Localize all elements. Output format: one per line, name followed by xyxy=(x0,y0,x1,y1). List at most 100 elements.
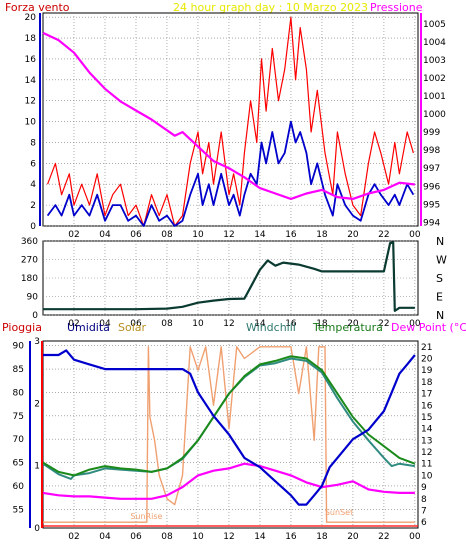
label-rain: Pioggia xyxy=(2,321,42,334)
y-right-tick-label: 21 xyxy=(421,343,432,353)
y-right-tick-label: 13 xyxy=(421,436,432,446)
solar-series-line xyxy=(43,346,415,523)
wind-series-line xyxy=(47,16,414,227)
x-tick-label: 22 xyxy=(378,532,389,542)
x-tick-label: 16 xyxy=(285,532,297,542)
y-left-tick-label: 70 xyxy=(13,435,25,445)
x-tick-label: 20 xyxy=(347,532,359,542)
y-left-tick-label: 6 xyxy=(30,159,36,169)
avg_wind-series-line xyxy=(46,120,415,227)
compass-label: S xyxy=(436,272,443,285)
header-left-label: Forza vento xyxy=(5,1,70,14)
y-left-tick-label: 60 xyxy=(13,482,25,492)
temperature-chart-grid xyxy=(43,341,418,528)
y-right-tick-label: 17 xyxy=(421,390,432,400)
x-tick-label: 14 xyxy=(254,230,266,240)
y-tick-label: 270 xyxy=(21,256,38,266)
x-tick-label: 04 xyxy=(99,319,111,329)
y-right-tick-label: 1000 xyxy=(423,110,446,120)
x-tick-label: 10 xyxy=(192,532,204,542)
x-tick-label: 02 xyxy=(68,230,79,240)
y-right-tick-label: 12 xyxy=(421,448,432,458)
y-right-tick-label: 18 xyxy=(421,378,433,388)
y-left-tick-label: 20 xyxy=(25,13,37,23)
y-right-tick-label: 999 xyxy=(423,128,440,138)
x-tick-label: 00 xyxy=(409,319,421,329)
y-left-tick-label: 55 xyxy=(13,505,24,515)
y-right-tick-label: 11 xyxy=(421,460,432,470)
y-left-tick-label: 2 xyxy=(30,201,36,211)
y-tick-label: 360 xyxy=(21,237,38,247)
x-tick-label: 12 xyxy=(223,532,234,542)
y-left-tick-label: 75 xyxy=(13,412,24,422)
label-humidity: Umidita xyxy=(67,321,110,334)
direction-chart-series xyxy=(43,240,415,312)
x-tick-label: 08 xyxy=(161,319,173,329)
x-tick-label: 18 xyxy=(316,319,328,329)
y-left-tick-label: 10 xyxy=(25,118,37,128)
y-right-tick-label: 1003 xyxy=(423,56,446,66)
x-tick-label: 04 xyxy=(99,230,111,240)
x-tick-label: 10 xyxy=(192,230,204,240)
y-right-tick-label: 20 xyxy=(421,355,433,365)
y-right-tick-label: 16 xyxy=(421,401,433,411)
y-left-tick-label: 90 xyxy=(13,342,25,352)
x-tick-label: 22 xyxy=(378,319,389,329)
x-tick-label: 18 xyxy=(316,230,328,240)
wind-chart-frame xyxy=(42,12,419,227)
x-tick-label: 02 xyxy=(68,532,79,542)
x-tick-label: 18 xyxy=(316,532,328,542)
y-right-tick-label: 1004 xyxy=(423,38,446,48)
compass-label: N xyxy=(436,235,444,248)
y-left-tick-label: 12 xyxy=(25,97,36,107)
temperature-humidity-chart: Pioggia Umidita Solar Windchill Temperat… xyxy=(2,321,466,542)
y-right-tick-label: 996 xyxy=(423,182,440,192)
y-right-tick-label: 1002 xyxy=(423,74,446,84)
compass-label: W xyxy=(436,254,447,267)
dewpoint-series-line xyxy=(42,462,415,500)
x-tick-label: 04 xyxy=(99,532,111,542)
y-right-tick-label: 997 xyxy=(423,164,440,174)
x-tick-label: 16 xyxy=(285,230,297,240)
rain-tick-label: 3 xyxy=(34,337,40,347)
x-tick-label: 06 xyxy=(130,230,142,240)
x-tick-label: 08 xyxy=(161,230,173,240)
x-tick-label: 14 xyxy=(254,532,266,542)
y-left-tick-label: 14 xyxy=(25,76,37,86)
y-left-tick-label: 4 xyxy=(30,180,36,190)
header-right-label: Pressione xyxy=(370,1,423,14)
y-right-tick-label: 19 xyxy=(421,366,433,376)
rain-tick-label: 2 xyxy=(34,399,40,409)
y-tick-label: 180 xyxy=(21,274,38,284)
x-tick-label: 12 xyxy=(223,230,234,240)
y-right-tick-label: 6 xyxy=(421,518,427,528)
y-right-tick-label: 1005 xyxy=(423,20,446,30)
x-tick-label: 16 xyxy=(285,319,297,329)
y-left-tick-label: 8 xyxy=(30,138,36,148)
y-right-tick-label: 8 xyxy=(421,495,427,505)
x-tick-label: 02 xyxy=(68,319,79,329)
y-right-tick-label: 14 xyxy=(421,425,433,435)
x-tick-label: 14 xyxy=(254,319,266,329)
x-tick-label: 08 xyxy=(161,532,173,542)
y-left-tick-label: 18 xyxy=(25,34,37,44)
y-tick-label: 0 xyxy=(32,311,38,321)
y-left-tick-label: 85 xyxy=(13,365,24,375)
y-right-tick-label: 7 xyxy=(421,506,427,516)
y-right-tick-label: 995 xyxy=(423,200,440,210)
direction-chart-grid xyxy=(43,240,418,316)
x-tick-label: 00 xyxy=(409,532,421,542)
x-tick-label: 22 xyxy=(378,230,389,240)
y-right-tick-label: 9 xyxy=(421,483,427,493)
header-title: 24 hour graph day : 10 Marzo 2023 xyxy=(173,1,368,14)
wind-pressure-chart: 02 04 06 08 10 12 14 16 18 20 22 000246810121416182… xyxy=(25,12,446,240)
y-right-tick-label: 10 xyxy=(421,471,433,481)
wind-chart-grid xyxy=(43,13,418,227)
wind-chart-series xyxy=(42,16,416,227)
x-tick-label: 12 xyxy=(223,319,234,329)
y-tick-label: 90 xyxy=(27,293,39,303)
y-left-tick-label: 80 xyxy=(13,388,25,398)
x-tick-label: 06 xyxy=(130,319,142,329)
